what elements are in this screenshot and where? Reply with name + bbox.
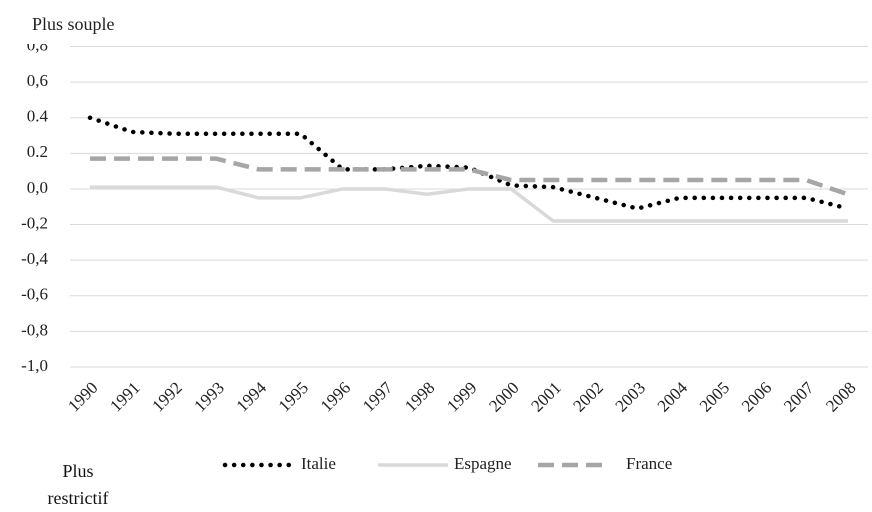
x-tick-label: 1995 [275, 378, 312, 415]
x-tick-label: 1991 [106, 378, 143, 415]
y-tick-label: 0,6 [27, 71, 48, 90]
y-tick-label: -0,4 [21, 249, 48, 268]
y-tick-label: 0,0 [27, 178, 48, 197]
x-tick-label: 2003 [612, 378, 649, 415]
y-tick-label: -0,8 [21, 320, 48, 339]
y-tick-label: -1,0 [21, 356, 48, 375]
x-tick-label: 1994 [233, 378, 271, 416]
annotation-box [0, 0, 178, 44]
annotation: Plus souple [32, 14, 115, 34]
legend-label: Espagne [454, 454, 512, 473]
legend-label: Italie [301, 454, 336, 473]
y-tick-label: -0,2 [21, 213, 48, 232]
y-tick-label: 0.4 [27, 107, 49, 126]
x-tick-label: 2007 [780, 378, 818, 416]
x-tick-label: 1998 [401, 378, 438, 415]
x-tick-label: 1990 [64, 378, 101, 415]
annotation: Plus restrictif [47, 461, 109, 508]
series-line [90, 156, 849, 197]
y-tick-label: -0,6 [21, 285, 48, 304]
x-tick-label: 1997 [359, 378, 397, 416]
legend-label: France [626, 454, 672, 473]
y-tick-label: 0.2 [27, 142, 48, 161]
x-tick-label: 2006 [738, 378, 775, 415]
x-tick-label: 1996 [317, 378, 354, 415]
x-tick-label: 2008 [822, 378, 859, 415]
x-tick-label: 1993 [190, 378, 227, 415]
series-line [87, 115, 851, 211]
x-tick-label: 2002 [569, 378, 606, 415]
x-tick-label: 2001 [527, 378, 564, 415]
x-tick-label: 1999 [443, 378, 480, 415]
x-tick-label: 2005 [696, 378, 733, 415]
series-line [90, 185, 848, 223]
x-tick-label: 2000 [485, 378, 522, 415]
x-tick-label: 2004 [654, 378, 692, 416]
x-tick-label: 1992 [148, 378, 185, 415]
